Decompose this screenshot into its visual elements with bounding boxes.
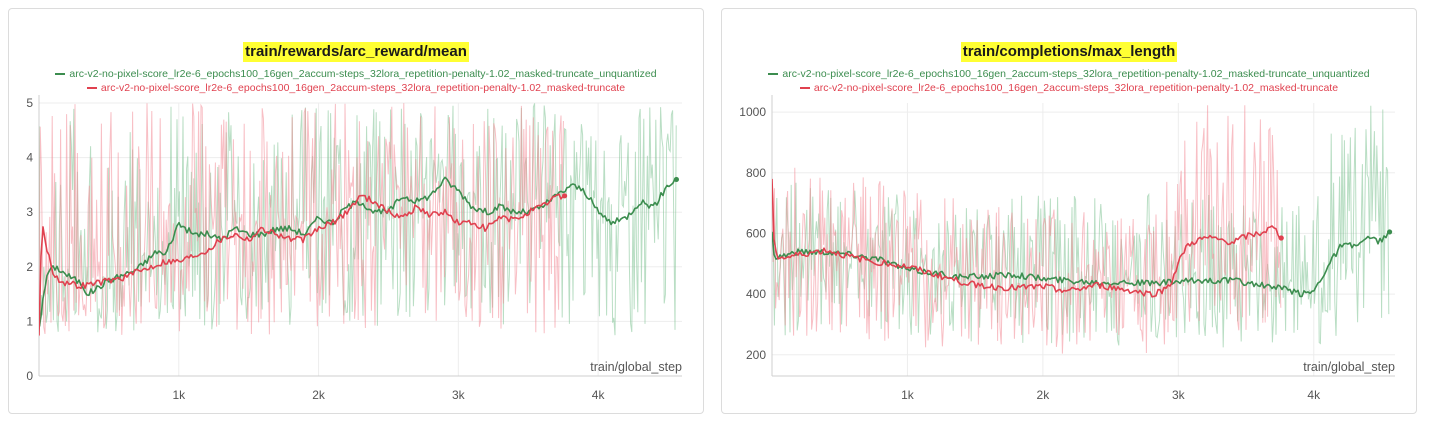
x-tick-label: 1k	[172, 388, 186, 402]
series-end-point	[1386, 229, 1393, 235]
chart-panel-max-length: 200 400 600 800 1000 1k 2k 3k 4k train/global_ste…	[721, 8, 1417, 414]
y-tick-label: 5	[26, 96, 33, 110]
legend-label: arc-v2-no-pixel-score_lr2e-6_epochs100_1…	[782, 68, 1370, 80]
y-tick-label: 600	[746, 226, 766, 240]
legend-label: arc-v2-no-pixel-score_lr2e-6_epochs100_1…	[813, 82, 1339, 94]
band-group-masked-truncate	[39, 103, 564, 337]
legend-swatch-red	[799, 87, 810, 90]
line-group	[39, 193, 564, 336]
x-tick-label: 2k	[312, 388, 326, 402]
series-end-point	[673, 176, 680, 183]
chart-panel-arc-reward: 0 1 2 3 4 5 1k 2k 3k 4k train/global_step train/re…	[8, 8, 704, 414]
x-tick-label: 2k	[1037, 388, 1051, 402]
y-tick-label: 1000	[739, 105, 766, 119]
raw-trace-masked-truncate	[39, 103, 564, 337]
series-line-masked-truncate	[39, 193, 564, 336]
y-tick-label: 400	[746, 287, 766, 301]
chart-title: train/completions/max_length	[960, 42, 1178, 62]
y-tick-label: 200	[746, 348, 766, 362]
y-tick-label: 1	[26, 314, 33, 328]
y-tick-label: 2	[26, 260, 33, 274]
series-end-point	[561, 193, 568, 199]
band-group-masked-truncate	[772, 105, 1282, 354]
x-axis-label: train/global_step	[590, 360, 682, 374]
x-tick-label: 3k	[1172, 388, 1186, 402]
legend-label: arc-v2-no-pixel-score_lr2e-6_epochs100_1…	[69, 68, 657, 80]
series-end-point	[1278, 235, 1284, 241]
x-tick-label: 4k	[592, 388, 606, 402]
y-tick-label: 0	[26, 369, 33, 383]
chart-title: train/rewards/arc_reward/mean	[243, 42, 469, 62]
x-axis-label: train/global_step	[1303, 360, 1395, 374]
chart-svg-max-length: 200 400 600 800 1000 1k 2k 3k 4k train/global_ste…	[739, 95, 1395, 402]
legend-swatch-green	[55, 73, 66, 76]
y-tick-label: 3	[26, 205, 33, 219]
legend-entry-unquantized[interactable]: arc-v2-no-pixel-score_lr2e-6_epochs100_1…	[9, 67, 703, 81]
y-tick-label: 800	[746, 166, 766, 180]
series-line-masked-truncate	[772, 178, 1281, 298]
legend-label: arc-v2-no-pixel-score_lr2e-6_epochs100_1…	[100, 82, 626, 94]
legend-entry-unquantized[interactable]: arc-v2-no-pixel-score_lr2e-6_epochs100_1…	[722, 67, 1416, 81]
series-line-unquantized	[772, 231, 1389, 298]
legend-entry-masked-truncate[interactable]: arc-v2-no-pixel-score_lr2e-6_epochs100_1…	[722, 81, 1416, 95]
line-group	[772, 178, 1281, 298]
legend-swatch-red	[86, 87, 97, 90]
y-tick-label: 4	[26, 151, 33, 165]
x-tick-label: 1k	[901, 388, 915, 402]
line-group	[772, 231, 1389, 298]
chart-svg-arc-reward: 0 1 2 3 4 5 1k 2k 3k 4k train/global_step	[26, 95, 682, 402]
raw-trace-masked-truncate	[772, 105, 1282, 354]
legend-entry-masked-truncate[interactable]: arc-v2-no-pixel-score_lr2e-6_epochs100_1…	[9, 81, 703, 95]
x-tick-label: 4k	[1307, 388, 1321, 402]
legend-swatch-green	[768, 73, 779, 76]
x-tick-label: 3k	[452, 388, 466, 402]
